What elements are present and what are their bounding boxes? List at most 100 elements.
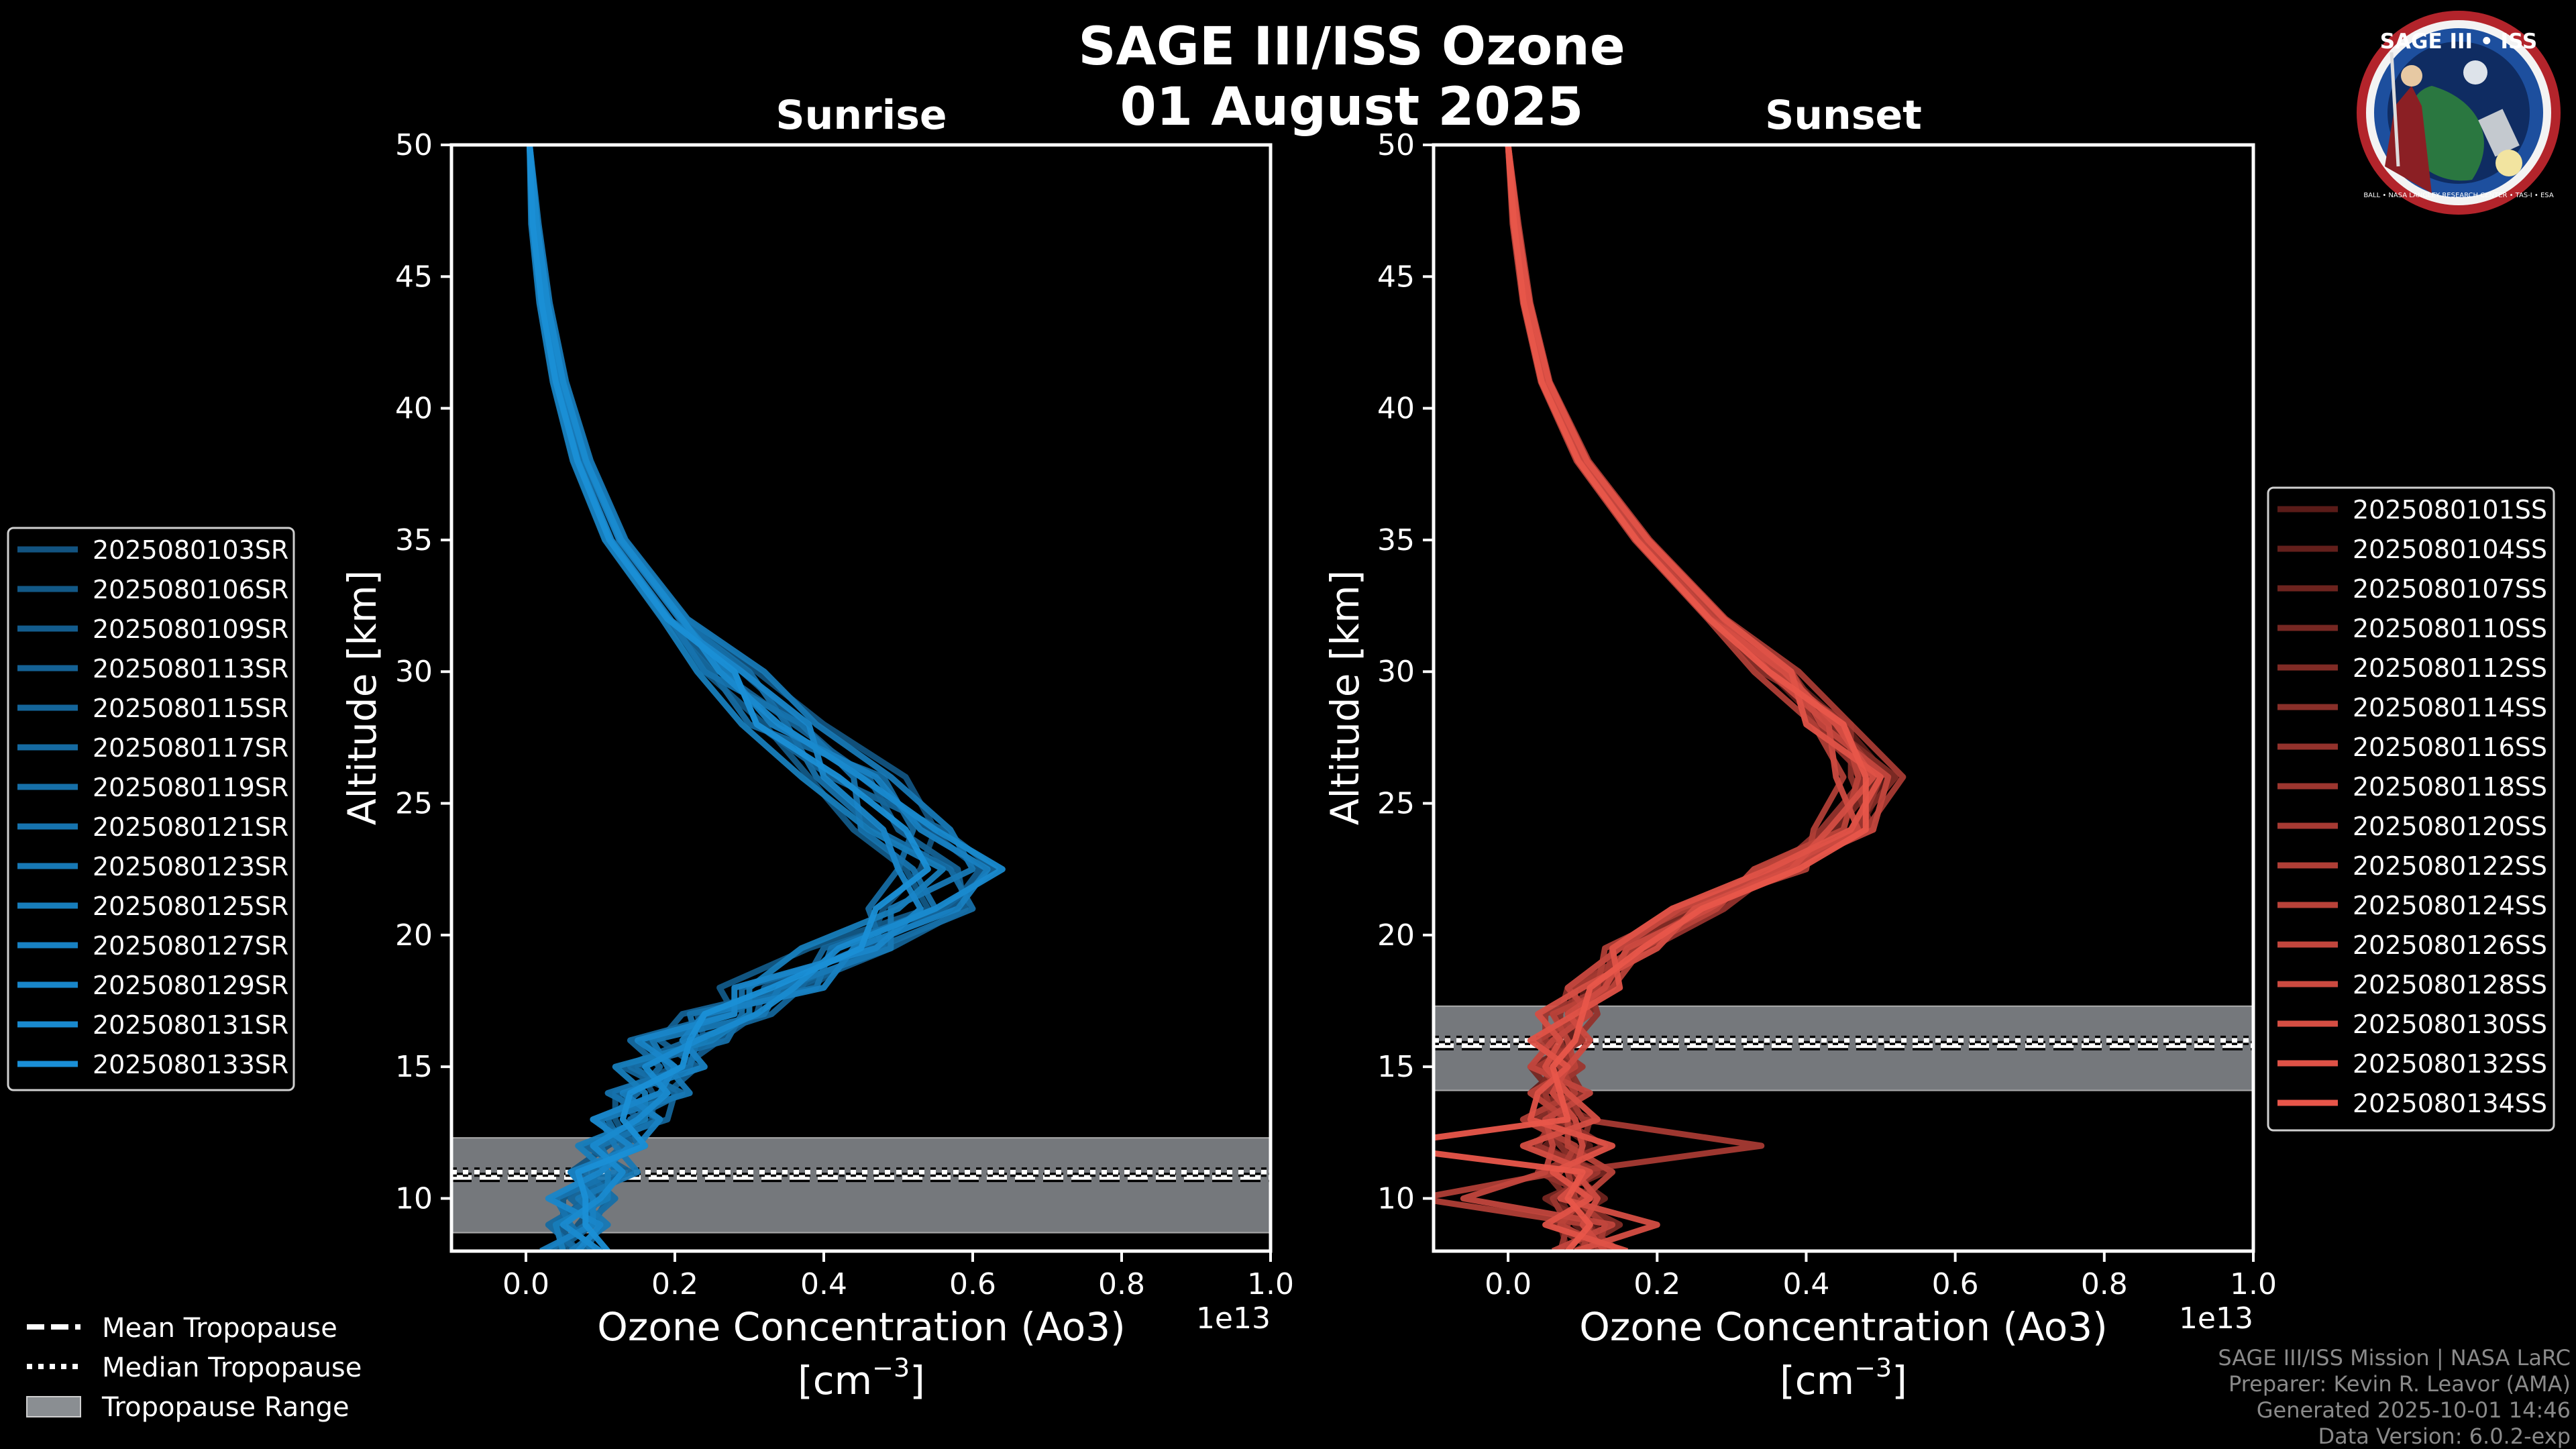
tropopause-legend: Mean Tropopause Median Tropopause Tropop… xyxy=(26,1313,362,1423)
sunset-legend-label-2025080132SS: 2025080132SS xyxy=(2353,1049,2547,1079)
sunrise-x-axis-label: Ozone Concentration (Ao3) xyxy=(597,1304,1126,1350)
sunset-profile-2025080132SS xyxy=(1505,145,1884,1251)
sunset-legend-label-2025080114SS: 2025080114SS xyxy=(2353,693,2547,722)
sunset-x-offset-label: 1e13 xyxy=(2179,1301,2253,1336)
footer-line-preparer: Preparer: Kevin R. Leavor (AMA) xyxy=(2229,1371,2571,1397)
sunrise-panel-title: Sunrise xyxy=(775,92,947,139)
sunset-xtick-label-0.0: 0.0 xyxy=(1485,1267,1532,1301)
sunrise-ytick-label-45: 45 xyxy=(395,260,433,294)
sunrise-xtick-label-0.2: 0.2 xyxy=(651,1267,698,1301)
sunset-panel-title: Sunset xyxy=(1765,92,1922,139)
sunset-legend-box xyxy=(2267,486,2555,1132)
sunrise-legend-label-2025080106SR: 2025080106SR xyxy=(93,575,288,604)
sunset-ytick-label-15: 15 xyxy=(1377,1050,1415,1084)
legend-tropopause-range-label: Tropopause Range xyxy=(101,1392,350,1423)
sunrise-ytick-label-15: 15 xyxy=(395,1050,433,1084)
sunset-x-unit-close: ] xyxy=(1892,1358,1907,1403)
sunrise-ytick-label-25: 25 xyxy=(395,787,433,821)
sunrise-x-offset-label: 1e13 xyxy=(1196,1301,1271,1336)
sunset-x-unit-exp: −3 xyxy=(1854,1353,1892,1383)
sunset-xtick-label-0.8: 0.8 xyxy=(2081,1267,2128,1301)
sunrise-profile-2025080133SR xyxy=(527,145,931,1251)
sunset-legend-label-2025080101SS: 2025080101SS xyxy=(2353,495,2547,525)
legend-tropopause-range-swatch xyxy=(26,1396,81,1417)
sunset-ytick-label-30: 30 xyxy=(1377,655,1415,689)
sunset-legend-label-2025080116SS: 2025080116SS xyxy=(2353,733,2547,762)
sunset-legend-label-2025080112SS: 2025080112SS xyxy=(2353,653,2547,683)
sunrise-x-ticks: 0.0 0.2 0.4 0.6 0.8 1.0 xyxy=(502,1251,1294,1301)
sunrise-legend-label-2025080123SR: 2025080123SR xyxy=(93,852,288,881)
sunrise-legend-label-2025080113SR: 2025080113SR xyxy=(93,654,288,684)
sunset-ytick-label-20: 20 xyxy=(1377,918,1415,953)
sunrise-xtick-label-0.4: 0.4 xyxy=(800,1267,847,1301)
sunset-x-axis-label: Ozone Concentration (Ao3) xyxy=(1579,1304,2108,1350)
sunrise-xtick-label-0.0: 0.0 xyxy=(502,1267,549,1301)
sunrise-legend-label-2025080115SR: 2025080115SR xyxy=(93,694,288,723)
sunset-legend-label-2025080124SS: 2025080124SS xyxy=(2353,891,2547,920)
sunset-xtick-label-0.4: 0.4 xyxy=(1782,1267,1829,1301)
sunrise-legend-label-2025080127SR: 2025080127SR xyxy=(93,931,288,961)
sunset-profiles xyxy=(1434,145,1907,1251)
sunset-legend-label-2025080120SS: 2025080120SS xyxy=(2353,812,2547,841)
sunrise-ytick-label-10: 10 xyxy=(395,1181,433,1216)
sunset-ytick-label-25: 25 xyxy=(1377,787,1415,821)
footer-line-generated: Generated 2025-10-01 14:46 xyxy=(2257,1397,2571,1423)
sunset-y-ticks: 10 15 20 25 30 35 40 45 50 xyxy=(1377,128,1434,1216)
sunrise-legend-label-2025080119SR: 2025080119SR xyxy=(93,773,288,802)
sunrise-legend-label-2025080131SR: 2025080131SR xyxy=(93,1010,288,1040)
sunrise-legend-label-2025080121SR: 2025080121SR xyxy=(93,812,288,842)
sunset-x-unit-base: [cm xyxy=(1780,1358,1854,1403)
sunset-legend: 2025080101SS 2025080104SS 2025080107SS 2025… xyxy=(2267,486,2555,1132)
sunrise-y-axis-label: Altitude [km] xyxy=(339,570,385,825)
sunrise-x-axis-unit: [cm−3] xyxy=(798,1353,925,1403)
sunrise-profile-2025080131SR xyxy=(527,145,1006,1251)
sage-iss-logo: SAGE III • ISS BALL • NASA LANGLEY RESEA… xyxy=(2357,11,2561,215)
sunset-x-ticks: 0.0 0.2 0.4 0.6 0.8 1.0 xyxy=(1485,1251,2277,1301)
sunrise-xtick-label-0.6: 0.6 xyxy=(949,1267,996,1301)
logo-caption: BALL • NASA LANGLEY RESEARCH CENTER • TA… xyxy=(2363,192,2554,199)
sunset-legend-label-2025080110SS: 2025080110SS xyxy=(2353,614,2547,643)
sunset-ytick-label-45: 45 xyxy=(1377,260,1415,294)
legend-mean-tropopause-label: Mean Tropopause xyxy=(102,1313,337,1344)
sunrise-x-unit-base: [cm xyxy=(798,1358,872,1403)
sunrise-xtick-label-0.8: 0.8 xyxy=(1098,1267,1145,1301)
sunset-y-axis-label: Altitude [km] xyxy=(1322,570,1368,825)
sunset-legend-label-2025080104SS: 2025080104SS xyxy=(2353,535,2547,564)
sunset-ytick-label-10: 10 xyxy=(1377,1181,1415,1216)
sunrise-legend-label-2025080125SR: 2025080125SR xyxy=(93,892,288,921)
footer-line-mission: SAGE III/ISS Mission | NASA LaRC xyxy=(2218,1345,2571,1371)
sunrise-ytick-label-50: 50 xyxy=(395,128,433,162)
sunrise-legend-label-2025080129SR: 2025080129SR xyxy=(93,971,288,1000)
sunset-legend-label-2025080130SS: 2025080130SS xyxy=(2353,1010,2547,1039)
sunrise-legend: 2025080103SR 2025080106SR 2025080109SR 2025… xyxy=(7,527,295,1091)
sunrise-y-ticks: 10 15 20 25 30 35 40 45 50 xyxy=(395,128,451,1216)
figure-title: SAGE III/ISS Ozone xyxy=(1078,17,1625,77)
sunset-profile-2025080134SS xyxy=(1434,145,1869,1251)
legend-median-tropopause-label: Median Tropopause xyxy=(102,1352,362,1383)
sunrise-ytick-label-20: 20 xyxy=(395,918,433,953)
sunrise-profiles xyxy=(527,145,1006,1251)
sunrise-ytick-label-40: 40 xyxy=(395,392,433,426)
sunrise-ytick-label-30: 30 xyxy=(395,655,433,689)
sunset-legend-label-2025080107SS: 2025080107SS xyxy=(2353,574,2547,604)
sunrise-legend-box xyxy=(7,527,295,1091)
footer-credits: SAGE III/ISS Mission | NASA LaRC Prepare… xyxy=(2218,1345,2571,1449)
sunrise-legend-label-2025080103SR: 2025080103SR xyxy=(93,535,288,565)
sunrise-legend-label-2025080109SR: 2025080109SR xyxy=(93,614,288,644)
sunset-legend-label-2025080128SS: 2025080128SS xyxy=(2353,970,2547,1000)
sunset-plot-frame xyxy=(1432,143,2255,1253)
sunset-x-axis-unit: [cm−3] xyxy=(1780,1353,1907,1403)
sunset-xtick-label-1.0: 1.0 xyxy=(2230,1267,2277,1301)
sunrise-x-unit-close: ] xyxy=(910,1358,925,1403)
sunrise-profile-2025080125SR xyxy=(527,145,947,1251)
sunset-xtick-label-0.2: 0.2 xyxy=(1633,1267,1680,1301)
footer-line-version: Data Version: 6.0.2-exp xyxy=(2318,1424,2571,1449)
sunrise-plot-frame xyxy=(449,143,1273,1253)
figure-date: 01 August 2025 xyxy=(1120,77,1584,138)
sunset-legend-label-2025080122SS: 2025080122SS xyxy=(2353,851,2547,881)
logo-name: SAGE III • ISS xyxy=(2380,30,2538,54)
